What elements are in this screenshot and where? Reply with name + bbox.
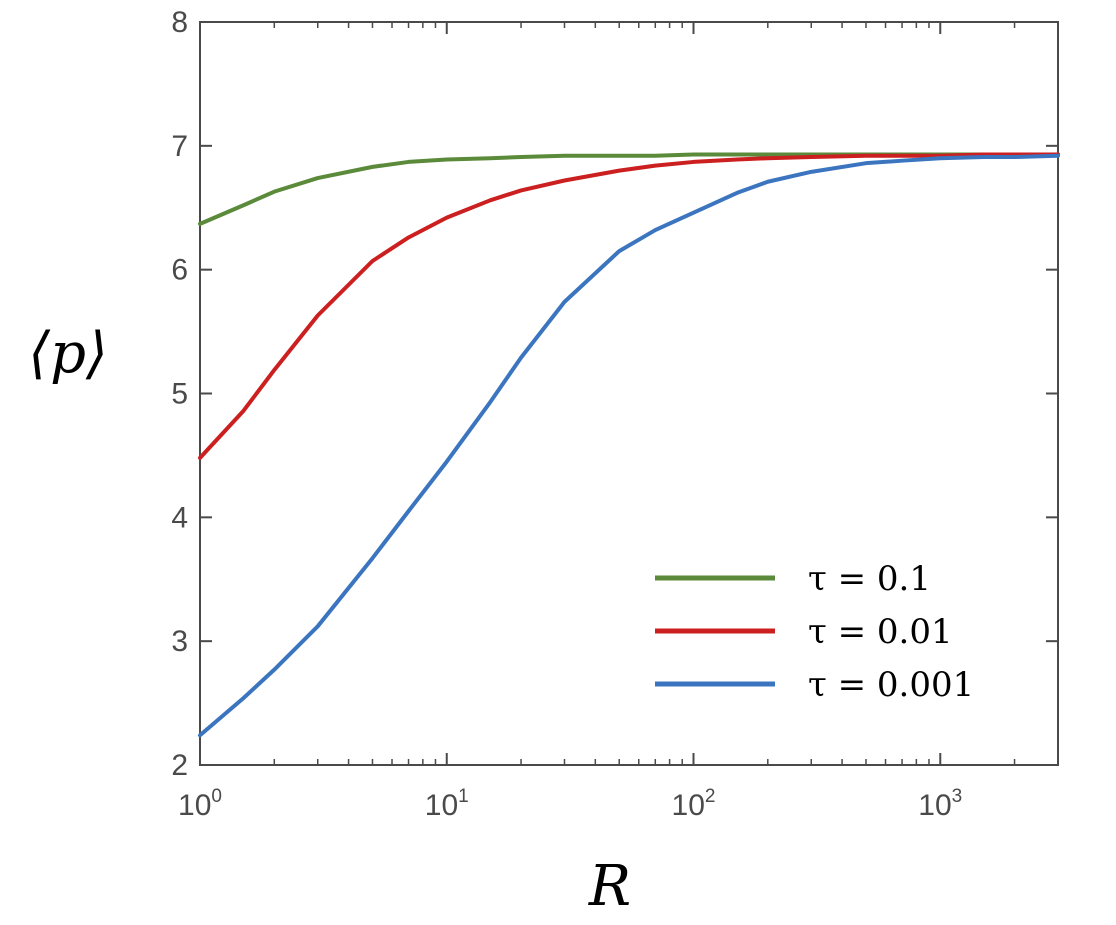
y-axis-label: ⟨p⟩ [28, 321, 108, 386]
y-tick-label: 6 [171, 254, 188, 287]
x-tick-label: 101 [425, 786, 469, 822]
series-line-3 [198, 153, 1060, 738]
series-line-1 [198, 152, 1060, 226]
x-axis-label: R [588, 854, 631, 919]
y-tick-label: 3 [171, 625, 188, 658]
x-tick-label: 102 [672, 786, 716, 822]
y-tick-label: 2 [171, 749, 188, 782]
legend-label-3: τ = 0.001 [808, 665, 974, 705]
x-tick-label: 100 [178, 786, 222, 822]
y-tick-label: 5 [171, 378, 188, 411]
y-tick-label: 4 [171, 501, 188, 534]
plot-frame [199, 21, 1059, 766]
legend-label-1: τ = 0.1 [808, 559, 931, 599]
series-line-2 [198, 152, 1060, 460]
x-tick-label: 103 [918, 786, 962, 822]
y-tick-label: 7 [171, 130, 188, 163]
legend-label-2: τ = 0.01 [808, 612, 953, 652]
legend: τ = 0.1 τ = 0.01 τ = 0.001 [655, 559, 974, 705]
y-tick-label: 8 [171, 6, 188, 39]
